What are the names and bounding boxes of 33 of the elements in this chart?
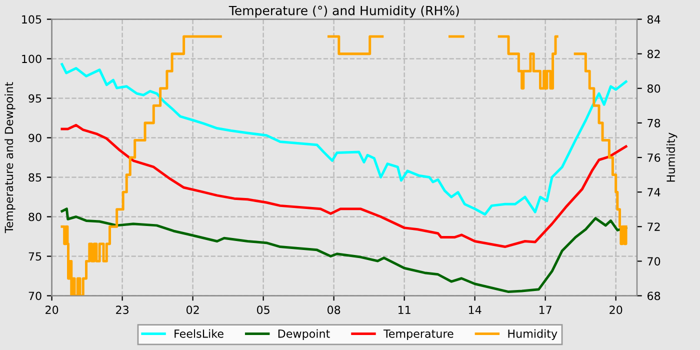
y2-tick-label: 68	[648, 292, 660, 300]
y2-tick-label: 80	[647, 84, 660, 93]
legend-label: FeelsLike	[174, 329, 224, 338]
y2-tick-label: 82	[647, 50, 660, 58]
x-tick-label: 20	[610, 306, 622, 314]
x-tick-label: 17	[539, 306, 552, 314]
x-tick-label: 14	[468, 306, 482, 314]
x-tick-label: 08	[327, 306, 340, 314]
y-tick-label: 90	[28, 134, 42, 142]
y-tick-label: 100	[22, 54, 42, 64]
y2-tick-label: 76	[648, 153, 660, 162]
y-tick-label: 75	[28, 252, 42, 261]
y-tick-label: 105	[22, 15, 42, 24]
y2-axis-title: Humidity	[666, 132, 678, 182]
y2-tick-label: 72	[648, 222, 660, 231]
y-tick-label: 70	[28, 292, 42, 300]
y2-tick-label: 70	[648, 257, 660, 266]
y2-tick-label: 78	[648, 118, 660, 128]
x-tick-label: 11	[398, 306, 410, 314]
y2-tick-label: 74	[648, 188, 660, 196]
legend-label: Dewpoint	[278, 329, 330, 340]
x-tick-label: 23	[116, 306, 128, 314]
y-axis-title: Temperature and Dewpoint	[4, 82, 16, 234]
y2-tick-label: 84	[647, 15, 660, 24]
x-tick-label: 05	[256, 306, 270, 314]
legend-label: Temperature	[383, 330, 454, 340]
y-tick-label: 80	[28, 212, 42, 222]
chart-title: Temperature (°) and Humidity (RH%)	[228, 6, 459, 18]
x-tick-label: 02	[186, 306, 199, 314]
legend-label: Humidity	[508, 329, 558, 340]
y-tick-label: 85	[28, 173, 42, 182]
x-tick-label: 20	[46, 306, 58, 314]
y-tick-label: 95	[28, 94, 42, 103]
